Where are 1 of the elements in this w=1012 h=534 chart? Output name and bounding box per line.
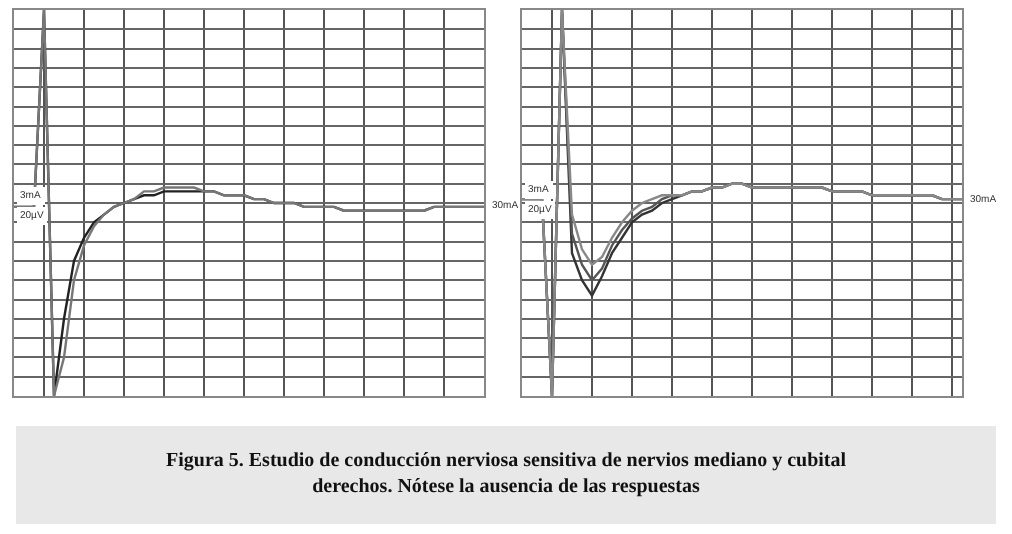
text: Figura 5. Estudio de conducción nerviosa sensitiva de nervios mediano y cubital derechos. Nótese la ausencia de las respuestas (166, 450, 847, 498)
